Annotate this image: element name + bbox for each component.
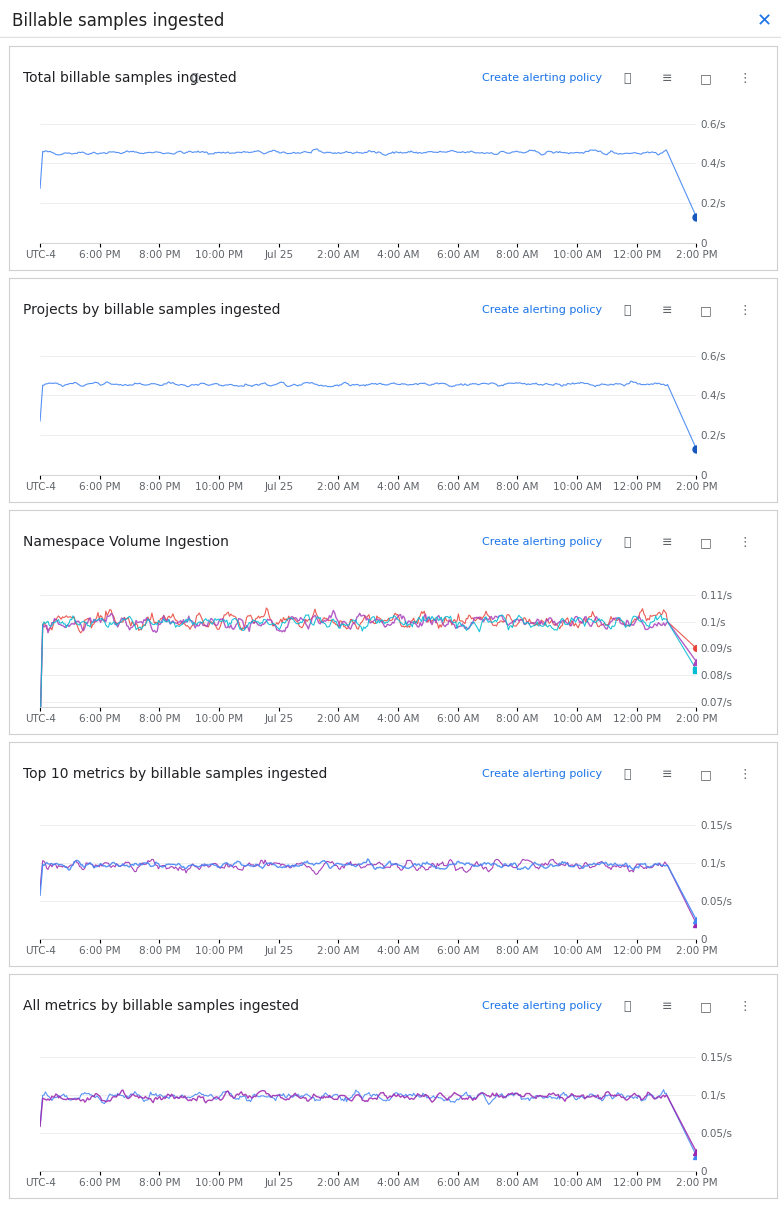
Text: ⋮: ⋮ <box>739 768 751 780</box>
Text: ⋮: ⋮ <box>739 71 751 84</box>
Text: ≡: ≡ <box>662 71 672 84</box>
Text: □: □ <box>701 535 712 549</box>
Text: ⋮: ⋮ <box>739 304 751 317</box>
Text: □: □ <box>701 768 712 780</box>
Text: 🔍: 🔍 <box>623 71 631 84</box>
Text: Total billable samples ingested: Total billable samples ingested <box>23 71 237 86</box>
Text: Projects by billable samples ingested: Projects by billable samples ingested <box>23 303 280 317</box>
Text: 🔍: 🔍 <box>623 535 631 549</box>
Text: □: □ <box>701 1000 712 1013</box>
Text: ⋮: ⋮ <box>739 1000 751 1013</box>
Text: Create alerting policy: Create alerting policy <box>482 74 601 83</box>
Text: 🔍: 🔍 <box>623 1000 631 1013</box>
Text: ⓘ: ⓘ <box>191 74 198 83</box>
Text: □: □ <box>701 304 712 317</box>
Text: ≡: ≡ <box>662 768 672 780</box>
Text: ✕: ✕ <box>757 12 772 30</box>
Text: ≡: ≡ <box>662 535 672 549</box>
Text: All metrics by billable samples ingested: All metrics by billable samples ingested <box>23 1000 299 1013</box>
Text: 🔍: 🔍 <box>623 304 631 317</box>
Text: Create alerting policy: Create alerting policy <box>482 537 601 548</box>
Text: Create alerting policy: Create alerting policy <box>482 305 601 315</box>
Text: Create alerting policy: Create alerting policy <box>482 1001 601 1012</box>
Text: □: □ <box>701 71 712 84</box>
Text: Billable samples ingested: Billable samples ingested <box>12 12 224 30</box>
Text: 🔍: 🔍 <box>623 768 631 780</box>
Text: ≡: ≡ <box>662 304 672 317</box>
Text: ⋮: ⋮ <box>739 535 751 549</box>
Text: Top 10 metrics by billable samples ingested: Top 10 metrics by billable samples inges… <box>23 767 327 781</box>
Text: Namespace Volume Ingestion: Namespace Volume Ingestion <box>23 535 229 549</box>
Text: Create alerting policy: Create alerting policy <box>482 769 601 779</box>
Text: ≡: ≡ <box>662 1000 672 1013</box>
